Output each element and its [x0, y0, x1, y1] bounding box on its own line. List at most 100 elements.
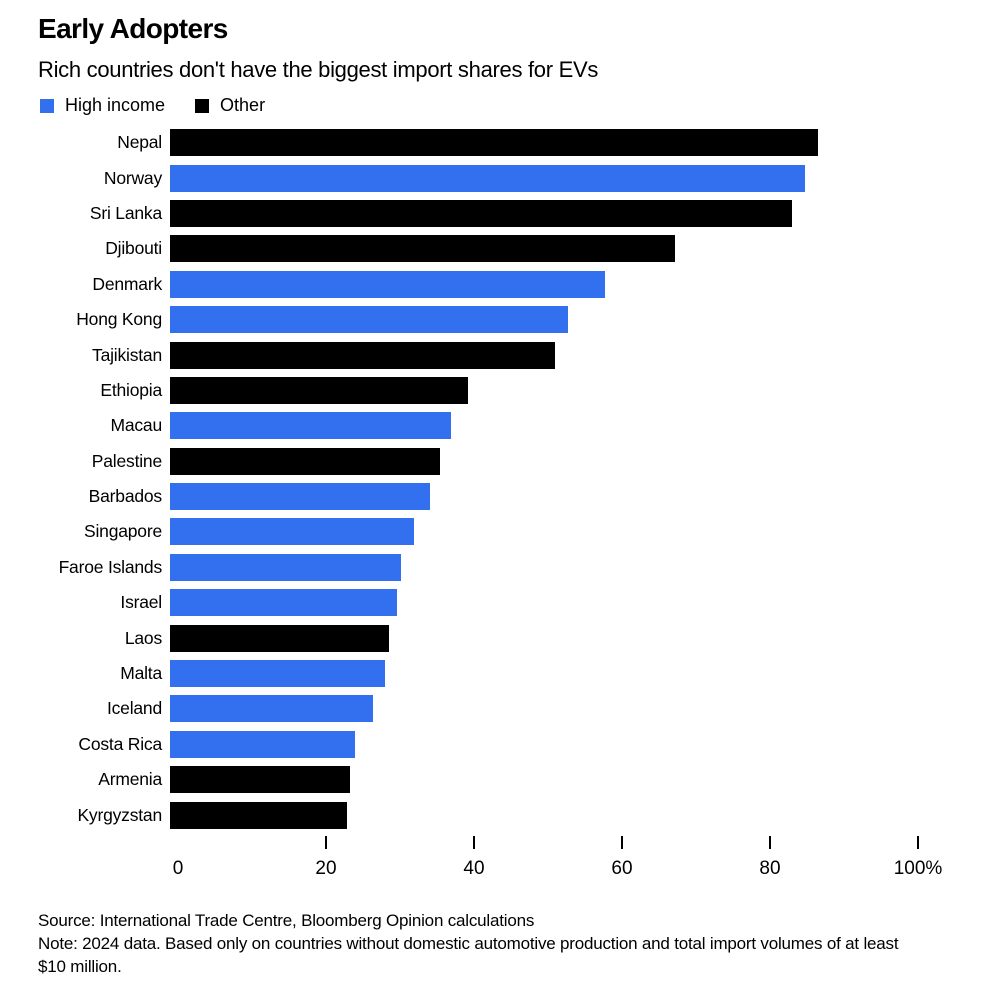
bar-track: [170, 518, 910, 546]
bar-label: Iceland: [106, 698, 162, 719]
x-axis-tick-40: [473, 835, 475, 849]
bar-tajikistan: [170, 341, 555, 369]
bar-ethiopia: [170, 376, 469, 404]
chart-title: Early Adopters: [38, 13, 228, 44]
x-axis: 0 20 40 60 80 100%: [173, 833, 942, 887]
x-axis-label-60: 60: [611, 857, 633, 879]
bar-track: [170, 483, 910, 511]
bar-label: Djibouti: [105, 238, 162, 259]
bar-faroe-islands: [170, 553, 401, 581]
legend-label-other: Other: [220, 95, 266, 115]
bar-track: [170, 270, 910, 298]
bar-track: [170, 376, 910, 404]
bar-track: [170, 235, 910, 263]
bar-label: Tajikistan: [92, 344, 162, 365]
legend-item-high-income: High income: [40, 95, 165, 116]
bar-track: [170, 660, 910, 688]
bar-label: Macau: [110, 415, 162, 436]
bar-row: Kyrgyzstan: [0, 797, 1004, 832]
legend: High income Other: [40, 95, 1004, 116]
bar-row: Laos: [0, 620, 1004, 655]
methodology-note: Note: 2024 data. Based only on countries…: [38, 933, 899, 976]
bar-norway: [170, 164, 805, 192]
bar-track: [170, 412, 910, 440]
x-axis-tick-20: [325, 835, 327, 849]
bar-costa-rica: [170, 730, 355, 758]
bar-track: [170, 589, 910, 617]
bar-track: [170, 801, 910, 829]
bar-track: [170, 341, 910, 369]
bar-laos: [170, 624, 390, 652]
bar-track: [170, 766, 910, 794]
bar-track: [170, 730, 910, 758]
bar-singapore: [170, 518, 415, 546]
bar-malta: [170, 660, 385, 688]
bar-kyrgyzstan: [170, 801, 347, 829]
bar-track: [170, 695, 910, 723]
bar-row: Tajikistan: [0, 337, 1004, 372]
bar-nepal: [170, 129, 818, 157]
bar-label: Denmark: [92, 273, 162, 294]
bar-row: Macau: [0, 408, 1004, 443]
bar-armenia: [170, 766, 350, 794]
bar-iceland: [170, 695, 373, 723]
source-note: Source: International Trade Centre, Bloo…: [38, 910, 535, 930]
bar-label: Costa Rica: [78, 733, 162, 754]
bar-label: Malta: [120, 663, 162, 684]
bar-palestine: [170, 447, 441, 475]
bar-row: Denmark: [0, 267, 1004, 302]
bar-label: Palestine: [91, 450, 162, 471]
bar-row: Malta: [0, 656, 1004, 691]
bar-sri-lanka: [170, 199, 792, 227]
bar-track: [170, 164, 910, 192]
bar-label: Hong Kong: [76, 309, 162, 330]
bar-row: Costa Rica: [0, 727, 1004, 762]
bar-track: [170, 624, 910, 652]
bar-row: Ethiopia: [0, 373, 1004, 408]
bar-row: Barbados: [0, 479, 1004, 514]
bar-label: Laos: [124, 627, 162, 648]
bar-row: Singapore: [0, 514, 1004, 549]
bar-label: Faroe Islands: [58, 556, 163, 577]
bar-macau: [170, 412, 452, 440]
x-axis-label-0: 0: [172, 857, 184, 879]
bar-label: Barbados: [88, 486, 163, 507]
bar-label: Norway: [103, 167, 162, 188]
legend-label-high-income: High income: [65, 95, 166, 115]
bar-row: Faroe Islands: [0, 550, 1004, 585]
bar-row: Armenia: [0, 762, 1004, 797]
bar-track: [170, 553, 910, 581]
x-axis-label-40: 40: [463, 857, 485, 879]
footer: Source: International Trade Centre, Bloo…: [38, 909, 930, 978]
bar-israel: [170, 589, 398, 617]
x-axis-label-20: 20: [315, 857, 337, 879]
legend-swatch-high-income: [40, 98, 54, 113]
x-axis-label-100: 100%: [893, 857, 943, 879]
bar-row: Iceland: [0, 691, 1004, 726]
bar-djibouti: [170, 235, 676, 263]
bar-row: Norway: [0, 160, 1004, 195]
bar-label: Ethiopia: [100, 379, 162, 400]
bar-label: Armenia: [98, 769, 162, 790]
bar-denmark: [170, 270, 606, 298]
x-axis-tick-80: [769, 835, 771, 849]
legend-item-other: Other: [195, 95, 265, 116]
bar-label: Singapore: [84, 521, 162, 542]
bar-label: Nepal: [117, 132, 162, 153]
x-axis-tick-100: [917, 835, 919, 849]
bar-row: Djibouti: [0, 231, 1004, 266]
bar-chart: Nepal Norway Sri Lanka Djibouti Denmark …: [0, 125, 1004, 833]
bar-track: [170, 306, 910, 334]
legend-swatch-other: [195, 98, 210, 113]
x-axis-label-80: 80: [759, 857, 781, 879]
bar-row: Israel: [0, 585, 1004, 620]
bar-track: [170, 129, 910, 157]
bar-row: Nepal: [0, 125, 1004, 160]
x-axis-tick-60: [621, 835, 623, 849]
bar-label: Sri Lanka: [89, 202, 162, 223]
bar-row: Hong Kong: [0, 302, 1004, 337]
bar-hong-kong: [170, 306, 569, 334]
bar-row: Palestine: [0, 444, 1004, 479]
bar-label: Kyrgyzstan: [77, 804, 162, 825]
